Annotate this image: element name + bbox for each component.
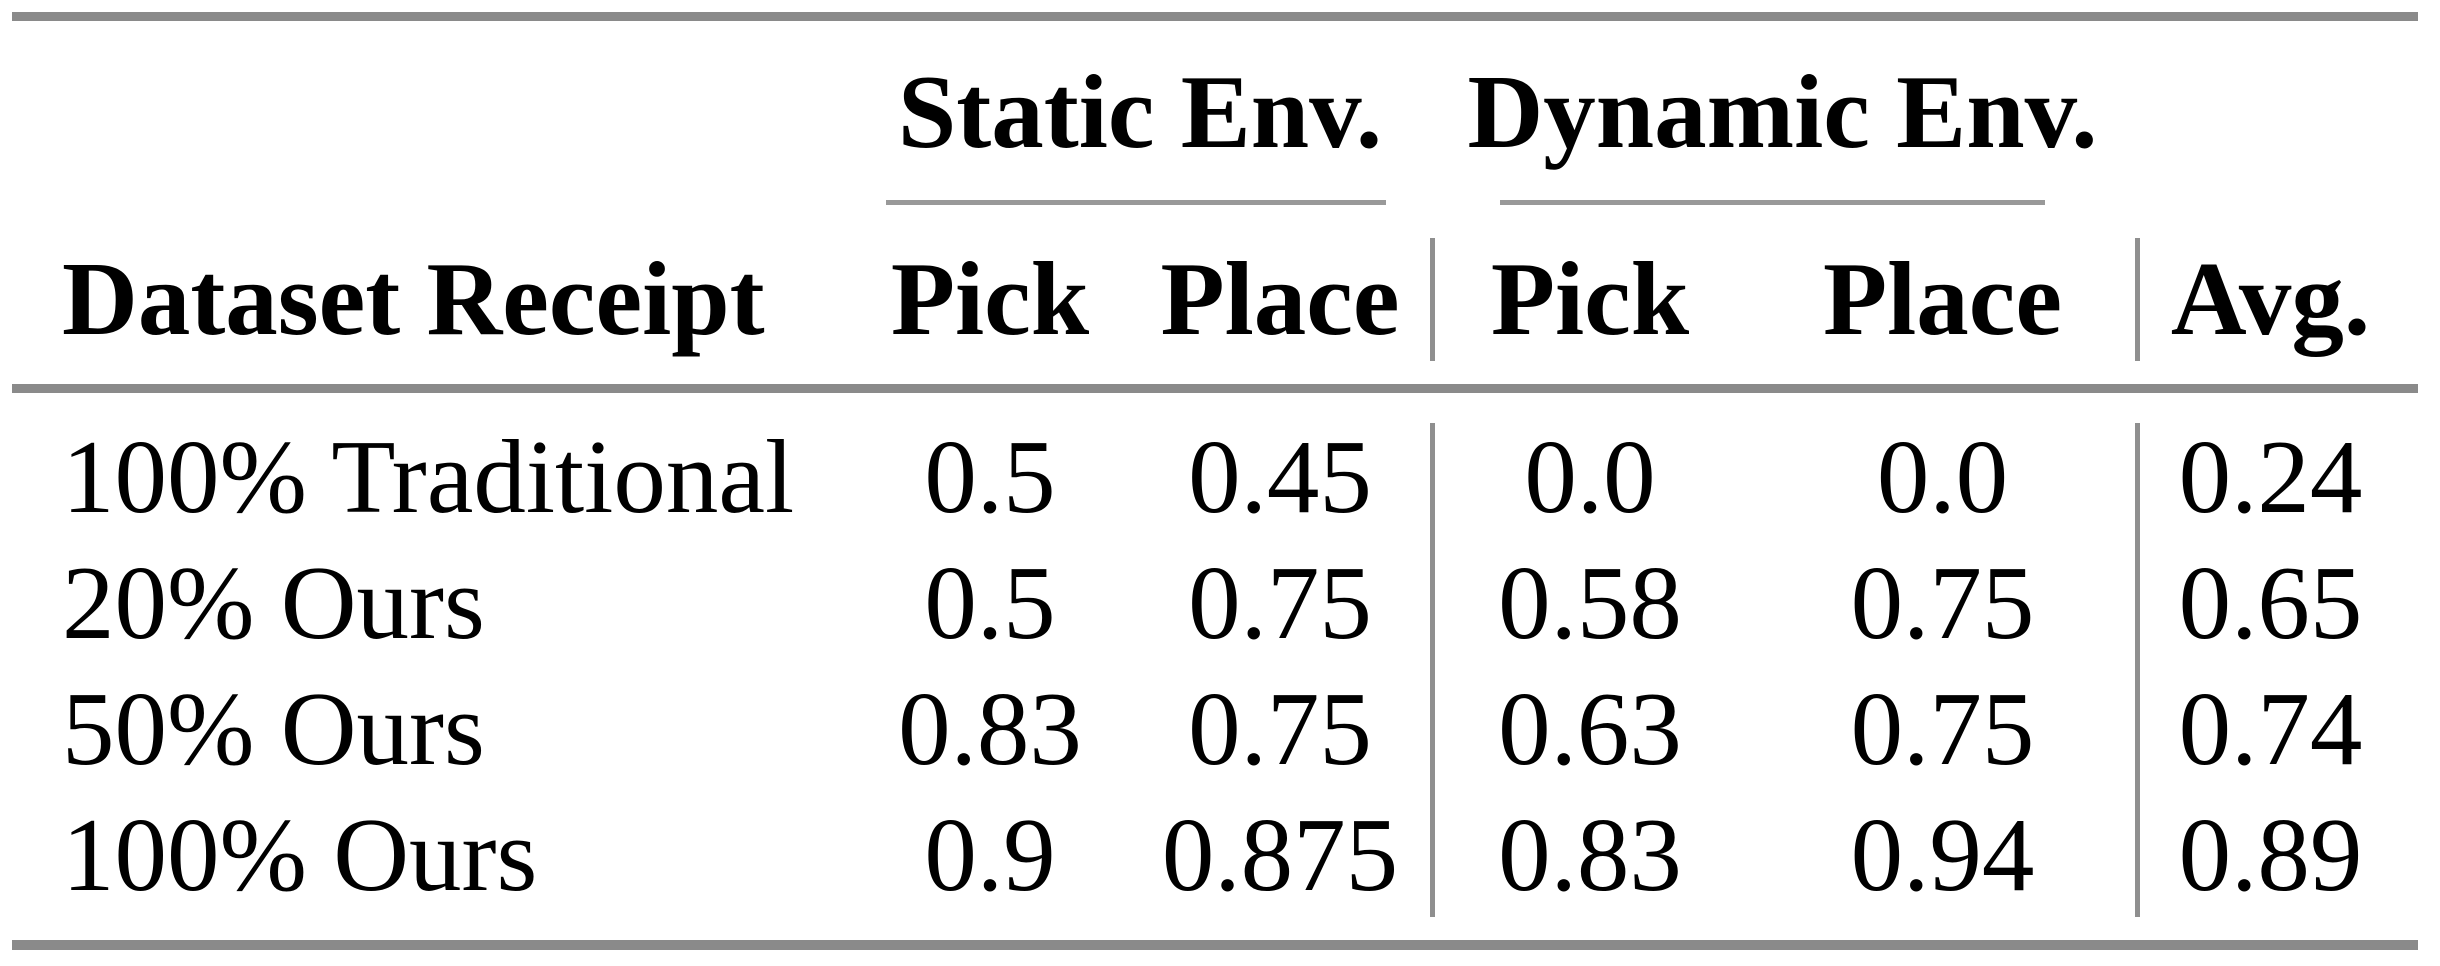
col-header-avg: Avg. bbox=[2170, 239, 2371, 357]
column-header-row: Dataset Receipt Pick Place Pick Place Av… bbox=[12, 202, 2418, 384]
vertical-separator-static-dynamic bbox=[1430, 238, 1435, 361]
col-header-dynamic-place: Place bbox=[1822, 239, 2063, 357]
table-cell: 0.9 bbox=[924, 795, 1056, 913]
table-cell: 0.0 bbox=[1876, 417, 2009, 535]
table-cell: 0.74 bbox=[2178, 669, 2363, 787]
table-cell: 0.0 bbox=[1524, 417, 1656, 535]
top-rule bbox=[12, 12, 2418, 21]
corner-header: Dataset Receipt bbox=[62, 239, 765, 357]
col-header-dynamic-pick: Pick bbox=[1490, 239, 1690, 357]
table-cell: 0.83 bbox=[898, 669, 1082, 787]
table-cell: 0.5 bbox=[924, 417, 1056, 535]
table-cell: 0.75 bbox=[1188, 669, 1372, 787]
group-label-static: Static Env. bbox=[897, 53, 1383, 170]
col-header-static-place: Place bbox=[1160, 239, 1400, 357]
table-cell: 0.875 bbox=[1161, 795, 1399, 913]
group-header-static: Static Env. bbox=[850, 21, 1430, 205]
row-label: 50% Ours bbox=[62, 669, 485, 787]
table-cell: 0.75 bbox=[1850, 669, 2035, 787]
results-table: Static Env. Dynamic Env. Dataset Receipt… bbox=[12, 12, 2418, 950]
bottom-rule bbox=[12, 940, 2418, 950]
table-cell: 0.83 bbox=[1498, 795, 1682, 913]
table-cell: 0.63 bbox=[1498, 669, 1682, 787]
vertical-separator-static-dynamic bbox=[1430, 423, 1435, 917]
table-cell: 0.75 bbox=[1850, 543, 2035, 661]
mid-rule bbox=[12, 384, 2418, 393]
table-cell: 0.65 bbox=[2178, 543, 2363, 661]
group-header-row: Static Env. Dynamic Env. bbox=[12, 21, 2418, 205]
group-label-dynamic: Dynamic Env. bbox=[1467, 53, 2098, 170]
table-body: 100% Traditional 0.5 0.45 0.0 0.0 0.24 2… bbox=[12, 393, 2418, 917]
group-header-dynamic: Dynamic Env. bbox=[1430, 21, 2135, 205]
table-cell: 0.89 bbox=[2178, 795, 2363, 913]
table-cell: 0.45 bbox=[1188, 417, 1372, 535]
table-cell: 0.58 bbox=[1498, 543, 1682, 661]
vertical-separator-avg bbox=[2135, 238, 2140, 361]
table-cell: 0.5 bbox=[924, 543, 1056, 661]
table-cell: 0.24 bbox=[2178, 417, 2363, 535]
table-cell: 0.94 bbox=[1850, 795, 2035, 913]
vertical-separator-avg bbox=[2135, 423, 2140, 917]
row-label: 20% Ours bbox=[62, 543, 485, 661]
cmidrule-static bbox=[886, 200, 1386, 205]
row-label: 100% Traditional bbox=[62, 417, 795, 535]
table-cell: 0.75 bbox=[1188, 543, 1372, 661]
row-label: 100% Ours bbox=[62, 795, 538, 913]
cmidrule-dynamic bbox=[1500, 200, 2045, 205]
col-header-static-pick: Pick bbox=[890, 239, 1090, 357]
